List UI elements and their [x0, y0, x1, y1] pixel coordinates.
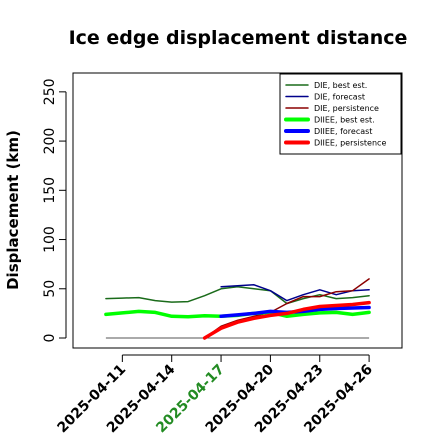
legend-label: DIE, best est.: [314, 81, 367, 90]
series-line-die-forecast: [220, 284, 370, 302]
series-layer: [104, 278, 371, 340]
legend-label: DIIEE, forecast: [314, 127, 372, 136]
y-axis: 0 50 100 150 200 250: [42, 78, 67, 343]
legend-label: DIIEE, best est.: [314, 116, 375, 125]
y-axis-label: Displacement (km): [4, 130, 22, 290]
x-axis: 2025-04-112025-04-142025-04-172025-04-20…: [55, 354, 376, 436]
plot-frame: [72, 72, 403, 349]
y-tick-label: 100: [42, 226, 58, 253]
series-line-die-persistence: [203, 278, 370, 339]
y-tick-label: 150: [42, 177, 58, 204]
y-tick-label: 250: [42, 78, 58, 105]
legend-label: DIE, forecast: [314, 93, 365, 102]
legend: DIE, best est. DIE, forecast DIE, persiste…: [279, 73, 402, 155]
series-line-diiee-persistence: [202, 300, 371, 340]
y-tick-label: 200: [42, 128, 58, 155]
legend-label: DIIEE, persistence: [314, 139, 386, 148]
y-tick-label: 50: [42, 280, 58, 298]
chart-title: Ice edge displacement distance: [69, 27, 408, 49]
y-tick-label: 0: [42, 334, 58, 343]
legend-label: DIE, persistence: [314, 104, 379, 113]
series-line-die-best-est: [105, 286, 370, 305]
